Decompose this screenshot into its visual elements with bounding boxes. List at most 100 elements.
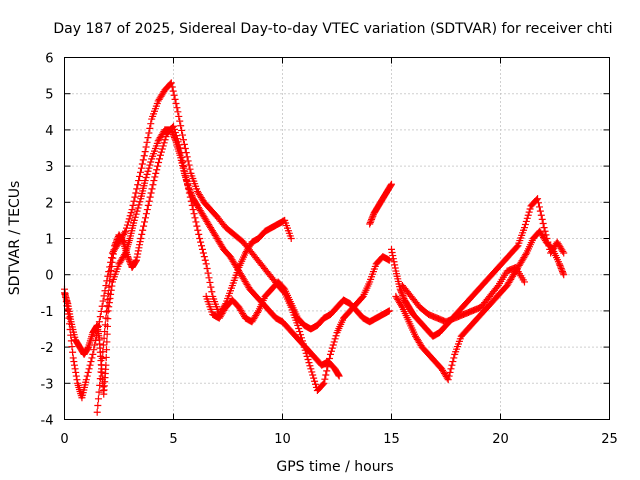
data-point xyxy=(186,165,194,173)
data-point xyxy=(538,215,546,223)
data-point xyxy=(110,246,118,254)
data-point xyxy=(62,293,70,301)
data-point xyxy=(295,324,303,332)
data-point xyxy=(84,344,92,352)
data-point xyxy=(368,214,376,222)
data-point xyxy=(390,258,398,266)
data-point xyxy=(141,214,149,222)
data-point xyxy=(134,181,142,189)
data-point xyxy=(179,158,187,166)
data-point xyxy=(305,359,313,367)
data-point xyxy=(171,128,179,136)
data-point xyxy=(136,198,144,206)
data-point xyxy=(302,349,310,357)
data-point xyxy=(174,138,182,146)
data-point xyxy=(184,185,192,193)
data-point xyxy=(95,318,103,326)
data-point xyxy=(86,361,94,369)
data-point xyxy=(134,250,142,258)
data-point xyxy=(94,322,102,330)
data-point xyxy=(103,338,111,346)
data-point xyxy=(138,230,146,238)
data-point xyxy=(204,269,212,277)
data-point xyxy=(140,152,148,160)
data-point xyxy=(136,172,144,180)
data-point xyxy=(174,108,182,116)
data-point xyxy=(522,217,530,225)
data-point xyxy=(135,201,143,209)
data-point xyxy=(179,136,187,144)
data-point xyxy=(175,141,183,149)
data-point xyxy=(207,283,215,291)
data-point xyxy=(447,365,455,373)
data-point xyxy=(140,222,148,230)
data-point xyxy=(540,224,548,232)
data-point xyxy=(493,283,501,291)
data-point xyxy=(449,358,457,366)
data-point xyxy=(520,224,528,232)
data-point xyxy=(132,257,140,265)
data-point xyxy=(102,353,110,361)
data-point xyxy=(82,376,90,384)
data-point xyxy=(187,197,195,205)
data-point xyxy=(141,218,149,226)
data-point xyxy=(181,167,189,175)
data-point xyxy=(311,377,319,385)
data-point xyxy=(91,341,99,349)
data-point xyxy=(64,310,72,318)
data-point xyxy=(322,371,330,379)
data-point xyxy=(136,168,144,176)
data-point xyxy=(397,288,405,296)
data-point xyxy=(326,350,334,358)
data-point xyxy=(137,164,145,172)
data-point xyxy=(92,336,100,344)
data-point xyxy=(184,157,192,165)
data-point xyxy=(177,149,185,157)
data-point xyxy=(188,201,196,209)
y-tick-label-1: 1 xyxy=(45,233,53,248)
data-point xyxy=(128,206,136,214)
y-tick-label--2: -2 xyxy=(41,341,54,356)
data-point xyxy=(326,354,334,362)
data-point xyxy=(73,376,81,384)
data-point xyxy=(328,344,336,352)
data-point xyxy=(202,260,210,268)
data-point xyxy=(94,327,102,335)
data-point xyxy=(173,104,181,112)
data-point xyxy=(335,371,343,379)
x-tick-label-10: 10 xyxy=(274,432,291,447)
data-point xyxy=(389,252,397,260)
data-point xyxy=(167,79,175,87)
data-point xyxy=(122,227,130,235)
data-point xyxy=(309,371,317,379)
data-point xyxy=(103,346,111,354)
data-point xyxy=(539,220,547,228)
data-point xyxy=(147,120,155,128)
data-point xyxy=(520,278,528,286)
data-point xyxy=(158,145,166,153)
data-point xyxy=(335,372,343,380)
data-point xyxy=(102,314,110,322)
data-point xyxy=(65,320,73,328)
data-point xyxy=(446,368,454,376)
data-point xyxy=(185,189,193,197)
y-tick-label-4: 4 xyxy=(45,124,53,139)
data-point xyxy=(525,208,533,216)
data-point xyxy=(88,354,96,362)
data-point xyxy=(398,290,406,298)
data-point xyxy=(106,271,114,279)
data-point xyxy=(366,218,374,226)
data-point xyxy=(298,337,306,345)
data-point xyxy=(99,297,107,305)
series-trace-b xyxy=(61,79,393,402)
data-point xyxy=(189,206,197,214)
data-point xyxy=(141,148,149,156)
data-point xyxy=(149,181,157,189)
data-point xyxy=(131,193,139,201)
y-tick-label--1: -1 xyxy=(41,305,54,320)
data-point xyxy=(67,331,75,339)
data-point xyxy=(388,245,395,253)
data-point xyxy=(178,153,186,161)
data-point xyxy=(173,135,181,143)
data-point xyxy=(69,348,77,356)
